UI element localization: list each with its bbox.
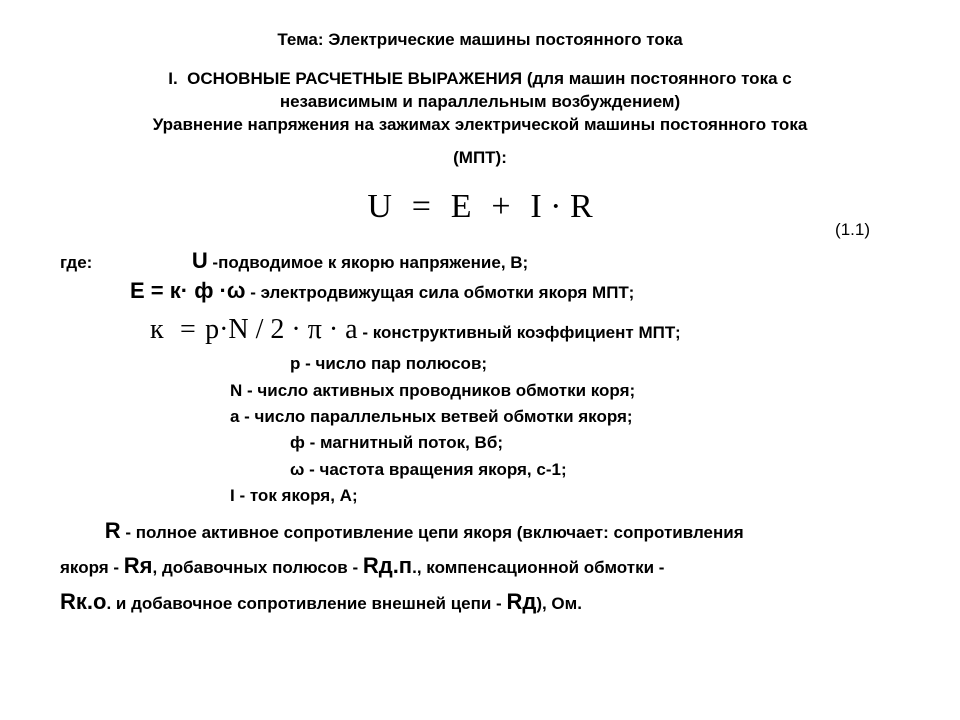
symbol-U: U	[192, 248, 208, 273]
subheading-line1: Уравнение напряжения на зажимах электрич…	[60, 114, 900, 137]
section-heading-line1: I. ОСНОВНЫЕ РАСЧЕТНЫЕ ВЫРАЖЕНИЯ (для маш…	[60, 68, 900, 91]
e-description: - электродвижущая сила обмотки якоря МПТ…	[245, 283, 634, 302]
a-line: а - число параллельных ветвей обмотки як…	[60, 404, 900, 430]
e-line: E = к· ф ·ω - электродвижущая сила обмот…	[60, 274, 900, 308]
k-equation: к = p·N / 2 · π · a	[150, 314, 358, 345]
r-paragraph: R - полное активное сопротивление цепи я…	[60, 513, 900, 619]
main-equation: U = E + I · R	[60, 180, 900, 226]
u-description: -подводимое к якорю напряжение, В;	[208, 253, 529, 272]
r-text-1: - полное активное сопротивление цепи яко…	[121, 523, 744, 542]
i-line: I - ток якоря, А;	[60, 483, 900, 509]
symbol-Rdp: Rд.п	[363, 553, 412, 578]
k-description: - конструктивный коэффициент МПТ;	[358, 323, 681, 342]
page-title: Тема: Электрические машины постоянного т…	[60, 30, 900, 50]
p-line: р - число пар полюсов;	[60, 351, 900, 377]
r-text-2c: ., компенсационной обмотки -	[412, 558, 664, 577]
where-label: где:	[60, 253, 92, 272]
equation-number: (1.1)	[835, 220, 870, 240]
equation-block: U = E + I · R (1.1)	[60, 180, 900, 240]
phi-line: ф - магнитный поток, Вб;	[60, 430, 900, 456]
symbol-R: R	[105, 518, 121, 543]
symbol-Rko: Rк.о	[60, 589, 106, 614]
k-line: к = p·N / 2 · π · a - конструктивный коэ…	[60, 308, 900, 351]
e-equation: E = к· ф ·ω	[130, 278, 245, 303]
section-heading-line2: независимым и параллельным возбуждением)	[60, 91, 900, 114]
omega-line: ω - частота вращения якоря, с-1;	[60, 457, 900, 483]
symbol-Rya: Rя	[124, 553, 153, 578]
document-page: Тема: Электрические машины постоянного т…	[0, 0, 960, 639]
r-text-2b: , добавочных полюсов -	[153, 558, 363, 577]
where-line: где: U -подводимое к якорю напряжение, В…	[60, 248, 900, 274]
r-text-2a: якоря -	[60, 558, 124, 577]
r-text-3b: ), Ом.	[536, 594, 582, 613]
n-line: N - число активных проводников обмотки к…	[60, 378, 900, 404]
subheading-line2: (МПТ):	[60, 147, 900, 170]
symbol-Rd: Rд	[506, 589, 536, 614]
r-text-3a: . и добавочное сопротивление внешней цеп…	[106, 594, 506, 613]
